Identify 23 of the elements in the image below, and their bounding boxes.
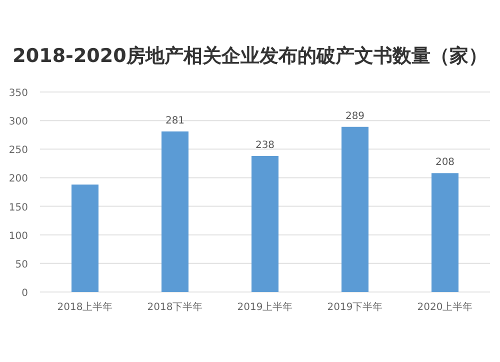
y-tick-label: 0 — [22, 288, 28, 299]
y-tick-label: 350 — [8, 88, 28, 99]
y-tick-label: 200 — [8, 174, 28, 185]
data-label: 281 — [165, 115, 185, 126]
bar — [252, 156, 278, 292]
y-tick-label: 250 — [8, 145, 28, 156]
x-tick-label: 2019上半年 — [237, 301, 293, 313]
chart-title: 2018-2020房地产相关企业发布的破产文书数量（家） — [12, 45, 488, 67]
data-label: 208 — [435, 157, 455, 168]
bar — [432, 173, 458, 292]
y-tick-label: 50 — [15, 259, 28, 270]
y-tick-label: 100 — [8, 230, 28, 242]
data-label: 289 — [345, 110, 365, 122]
x-tick-label: 2018上半年 — [57, 301, 113, 313]
bar — [162, 131, 188, 292]
x-tick-label: 2020上半年 — [417, 301, 473, 313]
x-tick-label: 2018下半年 — [147, 301, 203, 313]
bar — [342, 126, 368, 292]
y-tick-label: 300 — [8, 116, 28, 128]
data-label: 238 — [255, 140, 275, 151]
bar — [72, 184, 98, 292]
x-tick-label: 2019下半年 — [327, 301, 383, 313]
y-tick-label: 150 — [8, 202, 28, 214]
